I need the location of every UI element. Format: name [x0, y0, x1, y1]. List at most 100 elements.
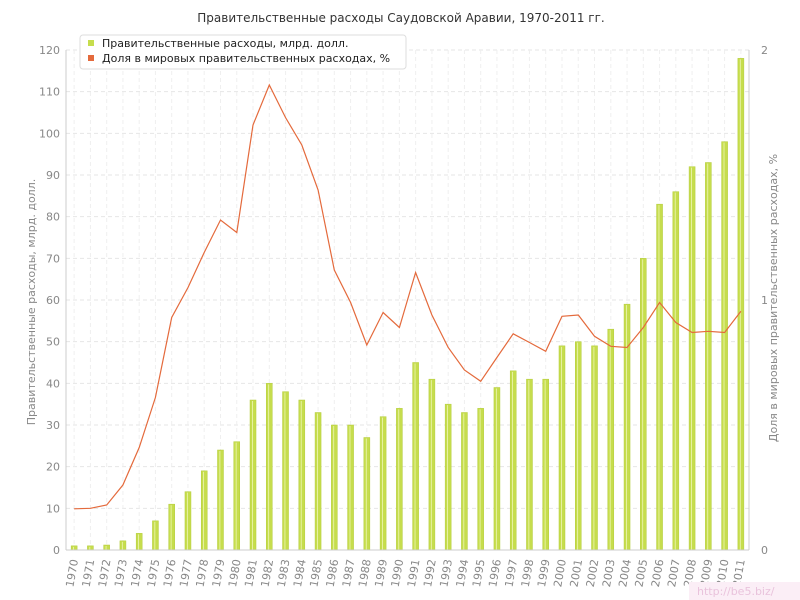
x-tick-label: 1975	[145, 558, 163, 588]
bar-1975	[152, 520, 159, 551]
x-tick-label: 1992	[421, 558, 439, 588]
x-tick-label: 2011	[730, 558, 748, 588]
bar-2000	[558, 345, 566, 551]
bar	[623, 303, 631, 551]
bar-1980	[233, 441, 240, 551]
y-tick-label: 110	[39, 86, 60, 99]
legend-swatch-spending	[88, 40, 94, 46]
legend-swatch-share	[88, 55, 94, 61]
x-tick-label: 1982	[259, 558, 277, 588]
bar	[396, 408, 403, 551]
bar-1986	[331, 424, 338, 551]
x-tick-label: 1973	[112, 558, 130, 588]
x-tick-label: 1985	[307, 558, 325, 588]
watermark-text: http://be5.biz/	[697, 585, 775, 598]
y-tick-label: 70	[46, 252, 60, 265]
x-tick-label: 2008	[681, 558, 699, 588]
bar-1978	[200, 470, 208, 551]
bar	[591, 345, 598, 551]
bar-2007	[672, 191, 680, 551]
bar-1982	[266, 383, 273, 551]
x-tick-label: 2009	[698, 558, 716, 588]
x-tick-label: 1998	[519, 558, 537, 588]
x-tick-label: 1978	[194, 558, 212, 588]
bar	[542, 378, 549, 551]
x-tick-label: 2007	[665, 558, 683, 588]
bar-1973	[119, 540, 127, 551]
bar-1972	[103, 544, 110, 551]
bar-1981	[249, 399, 257, 551]
bar	[526, 378, 533, 551]
x-tick-label: 1988	[356, 558, 374, 588]
x-tick-label: 2003	[600, 558, 618, 588]
bar-2011	[737, 58, 745, 551]
bar	[640, 258, 647, 551]
y2-tick-label: 1	[761, 294, 768, 307]
x-tick-label: 2002	[584, 558, 602, 588]
bar-2005	[640, 258, 647, 551]
axes	[65, 50, 750, 551]
bar	[461, 412, 468, 551]
bar-1988	[363, 437, 371, 551]
bar	[184, 491, 192, 551]
legend-box	[79, 34, 407, 70]
y-tick-label: 40	[46, 377, 60, 390]
bar	[493, 387, 501, 551]
bar-1987	[347, 424, 354, 551]
bar-1991	[412, 362, 419, 551]
x-tick-label: 1980	[226, 558, 244, 588]
bar-2004	[623, 303, 631, 551]
bar-1983	[282, 391, 289, 551]
bar-2003	[607, 328, 615, 551]
share-line	[74, 83, 742, 510]
bar	[558, 345, 566, 551]
bar	[379, 416, 387, 551]
bar	[331, 424, 338, 551]
x-tick-label: 1990	[389, 558, 407, 588]
bar	[575, 341, 582, 551]
x-tick-label: 1997	[502, 558, 520, 588]
left-axis-ticks: 0 10 20 30 40 50 60 70 80 90 100 110 120	[39, 44, 60, 557]
y-tick-label: 20	[46, 461, 60, 474]
x-tick-label: 2001	[568, 558, 586, 588]
bar	[266, 383, 273, 551]
bar	[168, 503, 175, 551]
x-tick-label: 1991	[405, 558, 423, 588]
y-tick-label: 100	[39, 127, 60, 140]
bar	[103, 544, 110, 551]
bar	[298, 399, 306, 551]
bar-1971	[87, 545, 94, 551]
chart-title: Правительственные расходы Саудовской Ара…	[197, 11, 604, 25]
x-tick-label: 1974	[128, 558, 146, 588]
bar-1984	[298, 399, 306, 551]
y-tick-label: 120	[39, 44, 60, 57]
x-tick-label: 2004	[616, 558, 634, 588]
y-tick-label: 80	[46, 211, 60, 224]
bar	[688, 166, 696, 551]
x-tick-label: 1994	[454, 558, 472, 588]
bar	[737, 58, 745, 551]
bar	[249, 399, 257, 551]
y-tick-label: 50	[46, 336, 60, 349]
x-tick-label: 2010	[714, 558, 732, 588]
bar-2009	[705, 162, 712, 551]
x-tick-label: 1977	[177, 558, 195, 588]
bar-2001	[575, 341, 582, 551]
bar	[347, 424, 354, 551]
bar	[233, 441, 240, 551]
bar-2006	[656, 203, 663, 551]
bar-1998	[526, 378, 533, 551]
legend: Правительственные расходы, млрд. долл. Д…	[79, 34, 407, 70]
bar	[363, 437, 371, 551]
bar-series	[70, 58, 745, 551]
x-tick-label: 1981	[242, 558, 260, 588]
y-tick-label: 0	[53, 544, 60, 557]
y2-axis-label: Доля в мировых правительственных расхода…	[767, 154, 780, 442]
bar-1970	[70, 545, 78, 551]
bar	[314, 412, 322, 551]
watermark-background	[689, 582, 800, 600]
bar-1985	[314, 412, 322, 551]
y-tick-label: 60	[46, 294, 60, 307]
x-tick-label: 1987	[340, 558, 358, 588]
